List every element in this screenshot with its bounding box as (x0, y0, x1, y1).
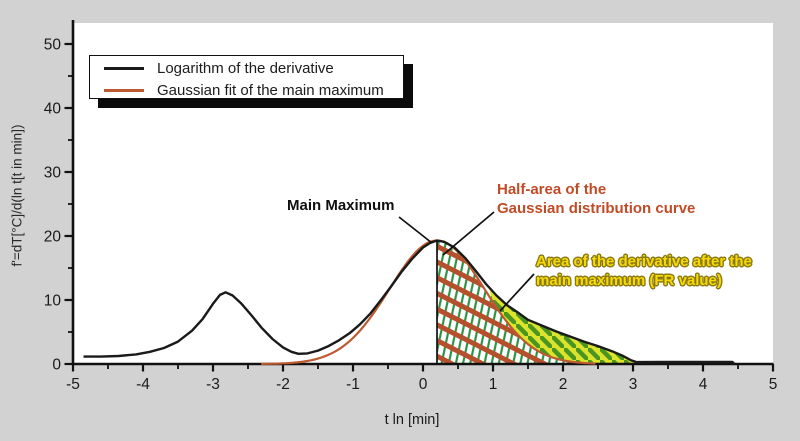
fr-area (489, 287, 636, 364)
leader-line-main-maximum (398, 216, 433, 244)
annotation-half-area-line2: Gaussian distribution curve (497, 200, 696, 217)
x-axis-label: t ln [min] (384, 412, 440, 428)
x-tick-label: -5 (66, 376, 80, 393)
legend-line-swatch-black (104, 66, 144, 70)
annotation-fr-area-line2: main maximum (FR value) (536, 272, 722, 289)
x-tick-label: -1 (346, 376, 360, 393)
half-area-red-stripes (437, 240, 593, 364)
legend-item-derivative: Logarithm of the derivative (104, 58, 403, 78)
annotation-main-maximum-line1: Main Maximum (287, 197, 395, 214)
x-tick-label: -4 (136, 376, 150, 393)
y-tick-label: 20 (44, 229, 62, 246)
annotation-half-area-line1: Half-area of the (497, 181, 607, 198)
annotation-fr-area-line1: Area of the derivative after the (536, 253, 752, 270)
x-tick-label: 2 (559, 376, 568, 393)
x-tick-label: 4 (699, 376, 708, 393)
legend-line-swatch-orange (104, 88, 144, 92)
x-tick-label: 5 (769, 376, 778, 393)
derivative-curve (83, 239, 736, 365)
x-tick-label: 0 (419, 376, 428, 393)
x-tick-label: 3 (629, 376, 638, 393)
leader-line-half-area (442, 211, 495, 256)
legend-label-gaussian: Gaussian fit of the main maximum (157, 81, 384, 99)
y-tick-label: 30 (44, 165, 62, 182)
legend: Logarithm of the derivative Gaussian fit… (89, 55, 404, 99)
x-tick-label: 1 (489, 376, 498, 393)
legend-item-gaussian: Gaussian fit of the main maximum (104, 80, 403, 100)
y-tick-label: 0 (52, 357, 61, 374)
leader-line-fr-area (499, 273, 535, 312)
y-tick-label: 40 (44, 101, 62, 118)
y-tick-label: 50 (44, 37, 62, 54)
legend-label-derivative: Logarithm of the derivative (157, 59, 334, 77)
y-axis-label: f'=dT[°C]/d(ln t[t in min]) (9, 124, 25, 267)
annotation-fr-area: Area of the derivative after the main ma… (536, 252, 752, 290)
annotation-main-maximum: Main Maximum (287, 196, 395, 215)
x-tick-label: -3 (206, 376, 220, 393)
x-tick-label: -2 (276, 376, 290, 393)
annotation-half-area: Half-area of the Gaussian distribution c… (497, 180, 695, 218)
y-tick-label: 10 (44, 293, 62, 310)
gaussian-fit-curve (260, 239, 596, 365)
